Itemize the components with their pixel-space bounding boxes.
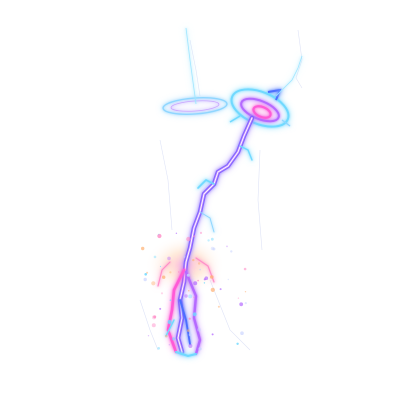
sparkle-speck <box>151 281 156 286</box>
sparkle-speck <box>210 237 214 241</box>
sparkle-speck <box>146 271 149 274</box>
sparkle-speck <box>230 250 233 253</box>
sparkle-speck <box>187 329 190 332</box>
sparkle-speck <box>175 232 178 234</box>
sparkle-speck <box>159 265 162 268</box>
sparkle-speck <box>183 255 186 258</box>
sparkle-speck <box>237 297 240 299</box>
sparkle-speck <box>226 245 228 248</box>
sparkle-speck <box>193 296 195 299</box>
sparkle-speck <box>227 278 229 281</box>
sparkle-speck <box>192 279 194 281</box>
sparkle-speck <box>151 323 156 328</box>
sparkle-speck <box>192 258 195 262</box>
sparkle-speck <box>188 317 191 320</box>
sparkle-speck <box>160 292 164 295</box>
sparkle-speck <box>167 256 171 261</box>
sparkle-speck <box>159 307 162 310</box>
sparkle-speck <box>186 273 190 277</box>
sparkle-speck <box>219 288 222 291</box>
sparkle-speck <box>188 294 193 299</box>
sparkle-speck <box>157 347 160 350</box>
sparkle-speck <box>188 290 190 292</box>
sparkle-speck <box>153 255 157 259</box>
main-lightning-bolt <box>175 115 255 355</box>
sparkle-speck <box>157 233 162 239</box>
sparkle-speck <box>172 337 176 341</box>
sparkle-speck <box>169 271 172 274</box>
sparkle-speck <box>204 276 209 281</box>
sparkle-speck <box>210 287 215 292</box>
faint-sketch-lines <box>139 29 303 351</box>
sparkle-speck <box>164 334 168 338</box>
sparkle-speck <box>184 294 188 298</box>
sparkle-speck <box>147 335 150 337</box>
sparkle-speck <box>199 268 201 271</box>
sparkle-speck <box>239 302 244 307</box>
sparkle-speck <box>212 247 216 251</box>
sparkle-speck <box>197 327 202 332</box>
stray-bolt <box>185 27 303 105</box>
sparkle-speck <box>243 267 247 271</box>
vortex-head <box>229 88 291 128</box>
sparkle-speck <box>203 282 206 284</box>
sparkle-speck <box>240 331 244 336</box>
sparkle-speck <box>192 312 197 317</box>
sparkle-speck <box>188 333 192 337</box>
sparkle-speck <box>198 347 202 351</box>
sparkle-speck <box>143 277 147 282</box>
sparkle-speck <box>193 281 198 286</box>
sparkle-speck <box>157 233 160 236</box>
sparkle-speck <box>193 235 196 238</box>
sparkle-speck <box>167 320 172 324</box>
sparkle-speck <box>199 231 203 234</box>
sparkle-speck <box>186 236 191 242</box>
sparkle-speck <box>244 302 247 305</box>
sparkle-speck <box>210 246 215 251</box>
sparkle-speck <box>144 273 147 276</box>
sparkle-speck <box>141 246 145 251</box>
sparkle-speck <box>244 291 247 293</box>
sparkle-speck <box>197 262 201 265</box>
sparkle-speck <box>211 333 214 336</box>
sparkle-speck <box>188 344 193 348</box>
sparkle-speck <box>169 299 172 302</box>
sparkle-speck <box>178 271 180 273</box>
sparkle-speck <box>210 275 214 279</box>
halo-ring-left <box>162 97 228 115</box>
sparkle-speck <box>217 305 220 308</box>
sparkle-speck <box>236 342 239 345</box>
sparkle-speck <box>197 279 199 282</box>
sparkle-speck <box>207 239 210 242</box>
sparkle-speck <box>168 344 170 346</box>
sparkle-specks <box>141 231 247 351</box>
sparkle-speck <box>162 275 166 279</box>
sparkle-speck <box>153 315 157 319</box>
